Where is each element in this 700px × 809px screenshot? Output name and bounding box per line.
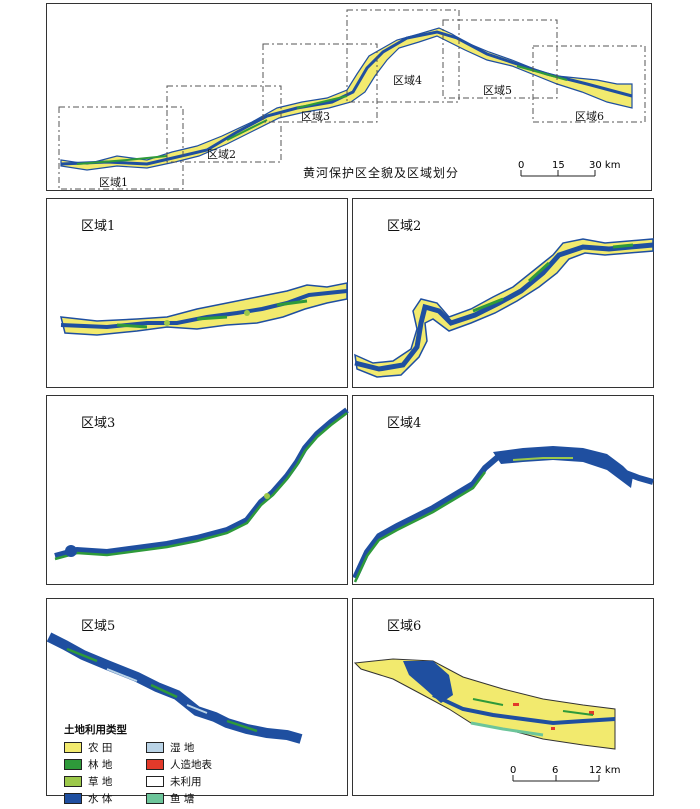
- overview-scale-tick: 30 km: [589, 160, 620, 171]
- swatch-icon: [146, 742, 164, 753]
- panel-label: 区域5: [81, 619, 116, 634]
- overview-scale-tick: 0: [518, 160, 524, 171]
- region-6-panel: 0 6 12 km 区域6: [352, 598, 654, 796]
- zone-label: 区域1: [99, 176, 128, 189]
- zone-box-2: [166, 85, 282, 163]
- panel-label: 区域2: [387, 219, 422, 234]
- legend-item: 鱼 塘: [146, 791, 246, 806]
- swatch-icon: [64, 793, 82, 804]
- panel-label: 区域3: [81, 416, 116, 431]
- zone-box-4: [346, 9, 460, 103]
- swatch-icon: [146, 776, 164, 787]
- region-3-panel: 区域3: [46, 395, 349, 585]
- legend-item: 农 田: [64, 740, 146, 755]
- zone-label: 区域6: [575, 110, 604, 123]
- zone-box-3: [262, 43, 378, 123]
- zone-label: 区域3: [301, 110, 330, 123]
- legend: 土地利用类型 农 田 湿 地 林 地 人造地表 草 地 未利用 水 体 鱼 塘: [64, 722, 246, 806]
- legend-item: 林 地: [64, 757, 146, 772]
- region-4-map: [353, 446, 654, 583]
- detail-scale-tick: 12 km: [589, 765, 620, 776]
- region-3-map: [54, 407, 349, 561]
- region-5-panel: 区域5: [46, 598, 348, 796]
- river-channel: [60, 30, 633, 166]
- zone-box-1: [58, 106, 184, 190]
- zone-box-5: [442, 19, 558, 99]
- swatch-icon: [146, 759, 164, 770]
- region-4-panel: 区域4: [352, 395, 654, 585]
- legend-title: 土地利用类型: [64, 724, 127, 736]
- overview-map-panel: 0 15 30 km 区域1 区域2 区域3 区域4 区域5 区域6 黄河保护区…: [46, 3, 652, 191]
- swatch-icon: [146, 793, 164, 804]
- swatch-icon: [64, 776, 82, 787]
- detail-scale-tick: 0: [510, 765, 516, 776]
- swatch-icon: [64, 759, 82, 770]
- detail-scale-tick: 6: [552, 765, 558, 776]
- vegetation-strip: [76, 65, 568, 165]
- region-5-map: [47, 632, 303, 744]
- region-1-panel: 区域1: [46, 198, 348, 388]
- overview-scale-bar: [520, 170, 596, 177]
- legend-item: 草 地: [64, 774, 146, 789]
- overview-title: 黄河保护区全貌及区域划分: [303, 166, 460, 180]
- region-6-map: 0 6 12 km: [353, 658, 620, 782]
- swatch-icon: [64, 742, 82, 753]
- overview-scale-tick: 15: [552, 160, 565, 171]
- legend-item: 人造地表: [146, 757, 246, 772]
- zone-box-6: [532, 45, 646, 123]
- overview-map: 0 15 30 km: [58, 9, 646, 190]
- legend-item: 湿 地: [146, 740, 246, 755]
- legend-item: 未利用: [146, 774, 246, 789]
- zone-label: 区域2: [207, 148, 236, 161]
- zone-label: 区域5: [483, 84, 512, 97]
- region-1-map: [60, 282, 348, 336]
- region-2-map: [354, 238, 654, 378]
- panel-label: 区域1: [81, 219, 116, 234]
- legend-item: 水 体: [64, 791, 146, 806]
- zone-label: 区域4: [393, 74, 422, 87]
- panel-label: 区域6: [387, 619, 422, 634]
- panel-label: 区域4: [387, 416, 422, 431]
- region-2-panel: 区域2: [352, 198, 654, 388]
